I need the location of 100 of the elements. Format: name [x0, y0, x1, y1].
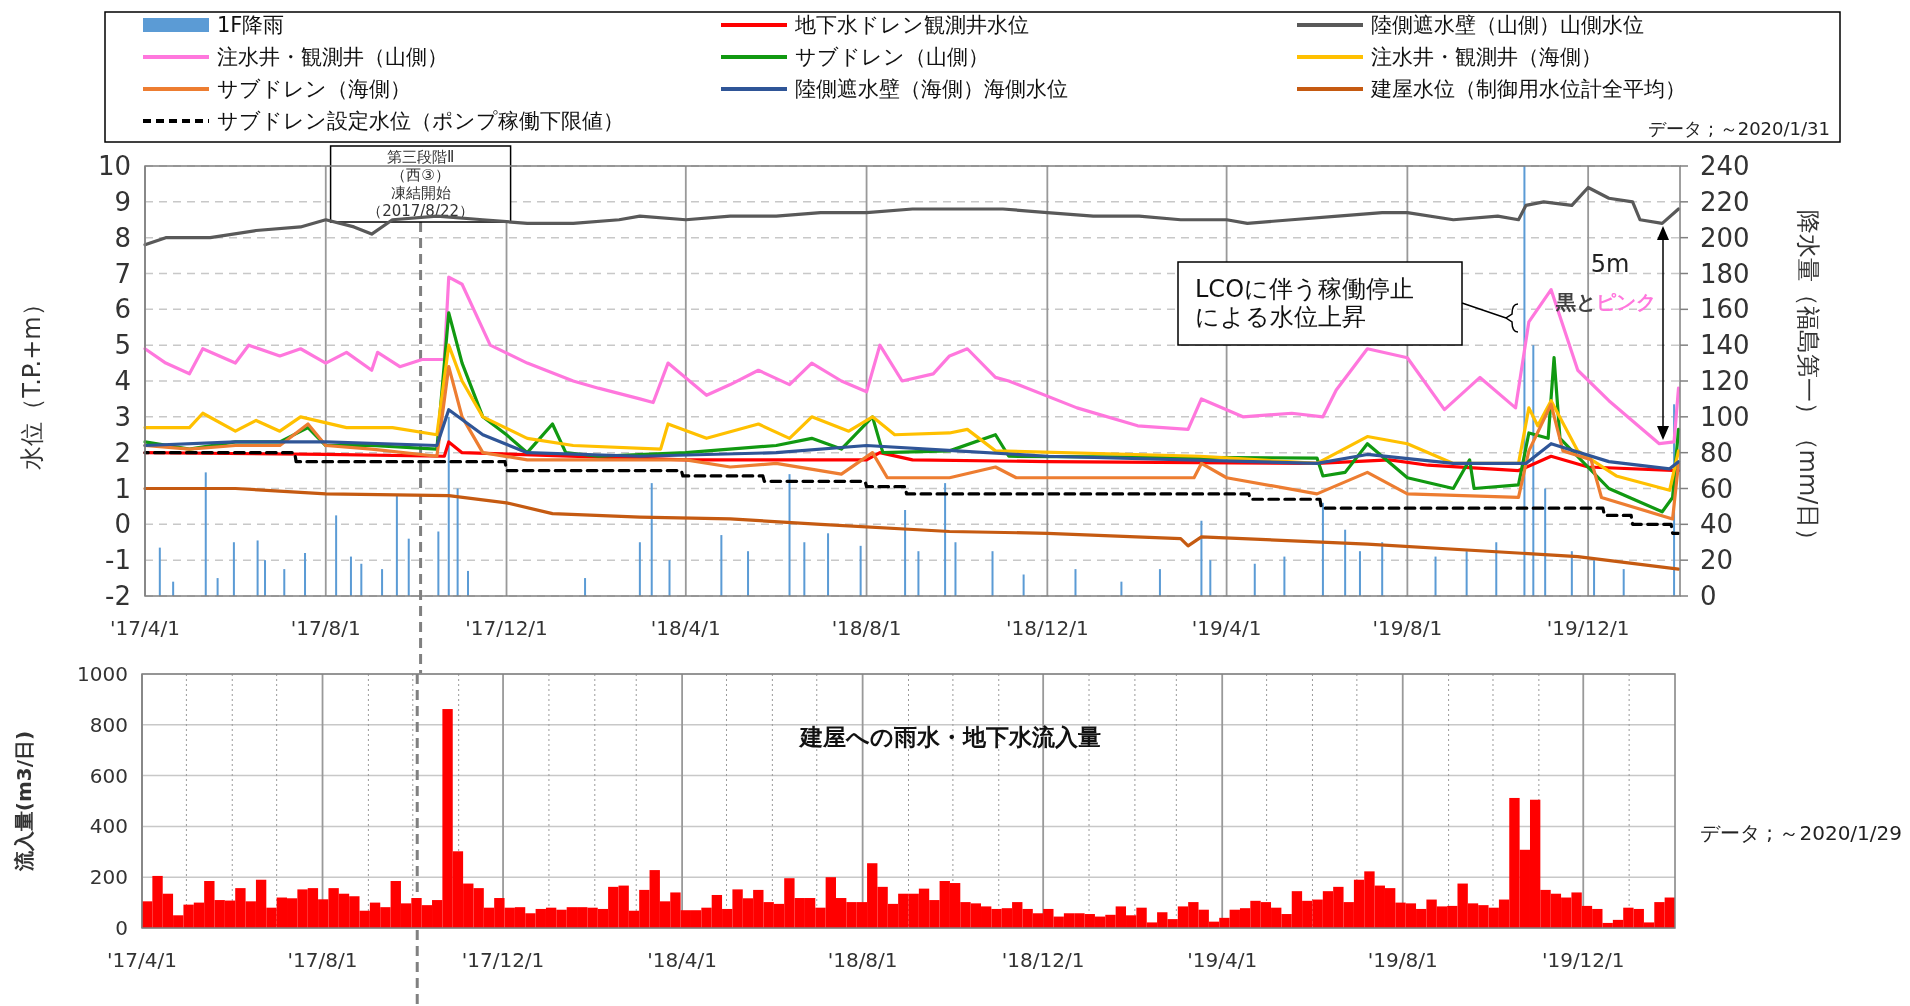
y2-tick-label: 40 — [1700, 509, 1734, 540]
y-tick-label: 0 — [115, 916, 128, 940]
bar — [650, 483, 653, 596]
text: データ ; ～2020/1/29 — [1700, 821, 1903, 845]
bar — [349, 556, 352, 596]
x-tick-label: '18/8/1 — [827, 948, 898, 972]
y-axis-title: 流入量(m3/日) — [12, 730, 36, 873]
y2-tick-label: 200 — [1700, 222, 1750, 253]
y-tick-label: 5 — [114, 330, 131, 361]
bar — [1358, 551, 1361, 596]
legend-label: 建屋水位（制御用水位計全平均） — [1370, 77, 1686, 101]
bar — [747, 551, 750, 596]
y-tick-label: -2 — [105, 581, 131, 611]
bar — [1283, 556, 1286, 596]
y-tick-label: -1 — [105, 545, 131, 576]
y2-tick-label: 0 — [1700, 581, 1717, 611]
legend-label: 1F降雨 — [217, 13, 285, 37]
annotation: 黒と — [1555, 290, 1596, 314]
bar — [204, 472, 207, 596]
bar — [381, 569, 384, 596]
bar — [1381, 542, 1384, 596]
bar — [407, 538, 410, 596]
y-tick-label: 9 — [114, 186, 131, 217]
bar — [991, 551, 994, 596]
bar — [232, 542, 235, 596]
y-tick-label: 6 — [114, 294, 131, 325]
bar — [1495, 542, 1498, 596]
bar — [1465, 551, 1468, 596]
y-tick-label: 1 — [114, 473, 131, 504]
y-tick-label: 800 — [89, 712, 128, 737]
y-tick-label: 2 — [114, 437, 131, 468]
bar — [172, 581, 175, 596]
x-tick-label: '17/12/1 — [461, 948, 545, 972]
x-tick-label: '19/12/1 — [1546, 616, 1630, 640]
y2-tick-label: 180 — [1700, 258, 1750, 289]
bar — [335, 515, 338, 596]
x-tick-label: '17/4/1 — [107, 948, 177, 972]
x-tick-label: '19/8/1 — [1367, 948, 1438, 972]
bar — [1120, 581, 1123, 596]
bar — [264, 560, 267, 596]
x-tick-label: '17/8/1 — [290, 616, 361, 640]
y2-tick-label: 240 — [1700, 151, 1750, 181]
y2-tick-label: 120 — [1700, 366, 1750, 396]
y-tick-label: 10 — [97, 151, 131, 181]
y-tick-label: 4 — [114, 366, 131, 396]
bar — [304, 553, 307, 596]
x-tick-label: '18/4/1 — [650, 616, 721, 640]
legend-label: サブドレン設定水位（ポンプ稼働下限値） — [217, 109, 624, 133]
bar — [668, 560, 671, 596]
x-tick-label: '19/4/1 — [1191, 616, 1262, 640]
bar — [437, 531, 440, 596]
bar — [1158, 569, 1161, 596]
y2-axis-title: 降水量（福島第一）（mm/日） — [1794, 209, 1822, 553]
legend-label: 注水井・観測井（山側） — [217, 45, 448, 69]
bar — [283, 569, 286, 596]
y2-tick-label: 20 — [1700, 545, 1734, 576]
bar — [788, 474, 791, 596]
y-tick-label: 7 — [114, 258, 131, 289]
bar — [256, 540, 259, 596]
y2-tick-label: 140 — [1700, 330, 1750, 361]
legend-label: 注水井・観測井（海側） — [1371, 45, 1602, 69]
bar — [216, 578, 219, 596]
legend-label: サブドレン（海側） — [217, 77, 411, 101]
x-tick-label: '17/4/1 — [110, 616, 180, 640]
x-tick-label: '19/8/1 — [1372, 616, 1443, 640]
bar — [1253, 563, 1256, 596]
x-tick-label: '17/12/1 — [465, 616, 548, 640]
bar — [1344, 529, 1347, 596]
y-tick-label: 400 — [89, 814, 128, 839]
legend-label: 陸側遮水壁（山側）山側水位 — [1371, 13, 1644, 37]
bar — [1200, 520, 1203, 596]
bar — [1434, 556, 1437, 596]
bar — [827, 533, 830, 596]
y2-tick-label: 60 — [1700, 473, 1734, 504]
x-tick-label: '17/8/1 — [287, 948, 358, 972]
y-tick-label: 8 — [114, 222, 131, 253]
x-tick-label: '18/4/1 — [647, 948, 718, 972]
bar — [360, 563, 363, 596]
bar — [944, 483, 947, 596]
y2-tick-label: 160 — [1700, 294, 1750, 325]
bar — [1321, 502, 1324, 596]
bar — [1593, 560, 1596, 596]
y-tick-label: 200 — [89, 865, 128, 890]
text: 建屋への雨水・地下水流入量 — [797, 724, 1101, 750]
bar — [954, 542, 957, 596]
legend-label: 陸側遮水壁（海側）海側水位 — [795, 77, 1068, 101]
x-tick-label: '18/12/1 — [1006, 616, 1089, 640]
bar — [447, 416, 450, 596]
bar — [917, 551, 920, 596]
y2-tick-label: 100 — [1700, 401, 1750, 432]
y-tick-label: 3 — [114, 401, 131, 432]
text: データ ; ～2020/1/31 — [1648, 117, 1830, 139]
x-tick-label: '19/12/1 — [1541, 948, 1625, 972]
bar — [1622, 569, 1625, 596]
bar — [456, 488, 459, 596]
y-tick-label: 0 — [114, 509, 131, 540]
y2-tick-label: 80 — [1700, 437, 1734, 468]
bar — [720, 535, 723, 596]
bar — [1570, 551, 1573, 596]
annotation: ピンク — [1596, 290, 1656, 314]
